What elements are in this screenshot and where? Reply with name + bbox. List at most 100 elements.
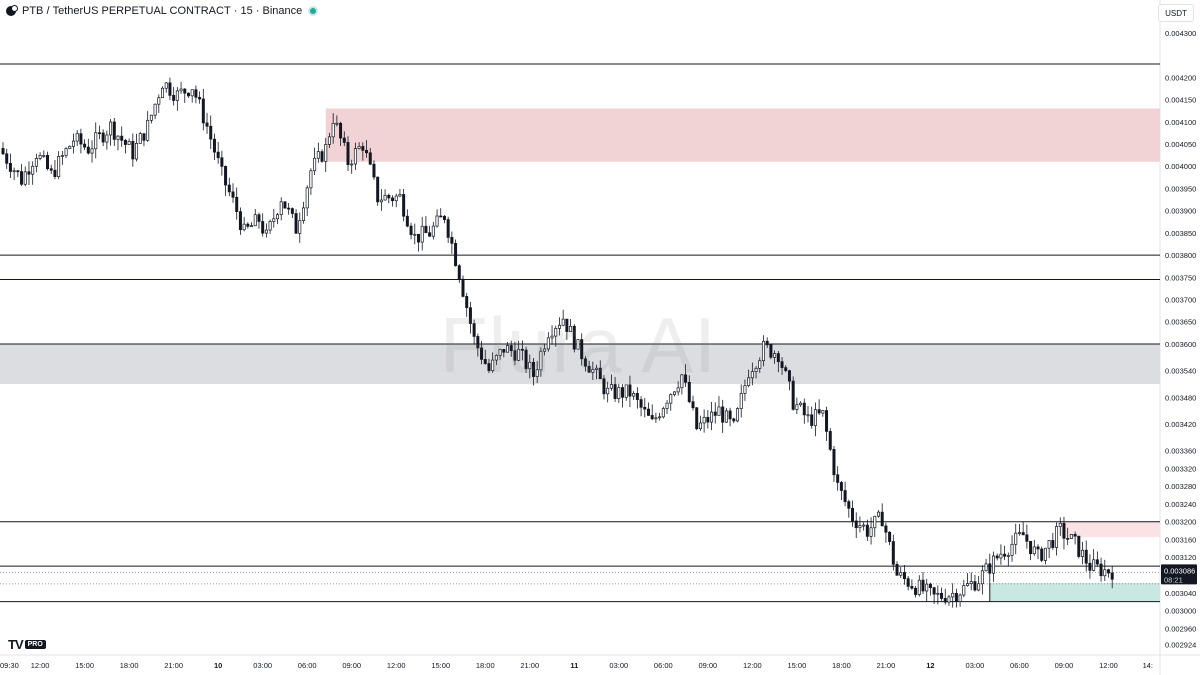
candle-body [246, 223, 250, 227]
candle-body [617, 387, 621, 399]
candle-body [910, 586, 914, 589]
price-tick-label: 0.003000 [1165, 607, 1196, 616]
candle-body [1021, 532, 1025, 536]
candle-body [487, 363, 491, 372]
candle-body [394, 195, 398, 202]
candle-body [153, 103, 157, 116]
candle-body [954, 592, 958, 602]
candle-body [212, 138, 216, 153]
price-tick-label: 0.003600 [1165, 340, 1196, 349]
candle-body [261, 221, 265, 234]
candle-body [591, 369, 595, 373]
candle-body [895, 563, 899, 576]
time-tick-label: 09:00 [342, 661, 361, 670]
candle-body [984, 563, 988, 572]
candle-body [747, 377, 751, 386]
time-tick-label: 09:00 [1055, 661, 1074, 670]
candle-body [810, 414, 814, 426]
bar-countdown-label: 08:21 [1164, 575, 1183, 584]
time-tick-label: 09:30 [0, 661, 19, 670]
candle-body [888, 531, 892, 542]
candle-body [94, 132, 98, 150]
candle-body [962, 585, 966, 596]
candle-body [654, 417, 658, 420]
candle-body [8, 162, 12, 172]
candle-body [209, 125, 213, 140]
candle-body [205, 122, 209, 127]
candle-body [472, 323, 476, 337]
time-tick-label: 06:00 [1010, 661, 1029, 670]
candle-body [294, 213, 298, 234]
price-tick-label: 0.003650 [1165, 318, 1196, 327]
candle-body [765, 340, 769, 346]
zone-0 [325, 108, 1160, 162]
candle-body [839, 482, 843, 491]
candle-body [806, 414, 810, 417]
candle-body [409, 225, 413, 235]
candle-body [1014, 532, 1018, 545]
price-tick-label: 0.002960 [1165, 624, 1196, 633]
price-tick-label: 0.003800 [1165, 251, 1196, 260]
price-tick-label: 0.004300 [1165, 29, 1196, 38]
price-tick-label: 0.003900 [1165, 207, 1196, 216]
candle-body [1058, 522, 1062, 527]
time-tick-label: 03:00 [253, 661, 272, 670]
time-tick-label: 03:00 [609, 661, 628, 670]
candle-body [227, 184, 231, 193]
candle-body [784, 367, 788, 371]
candle-body [914, 587, 918, 595]
price-tick-label: 0.003200 [1165, 518, 1196, 527]
candle-body [750, 371, 754, 379]
candle-body [164, 82, 168, 89]
watermark: Flura AI [440, 301, 717, 389]
candle-body [695, 407, 699, 430]
candle-body [231, 191, 235, 198]
candle-body [86, 146, 90, 154]
candle-body [754, 367, 758, 372]
candle-body [316, 151, 320, 159]
candle-body [483, 359, 487, 364]
time-tick-label: 10 [214, 661, 222, 670]
candle-body [817, 409, 821, 414]
candle-body [661, 408, 665, 418]
candle-body [509, 345, 513, 352]
candle-body [224, 166, 228, 186]
candle-body [402, 194, 406, 217]
candle-body [257, 214, 261, 222]
candle-body [980, 570, 984, 585]
candle-body [42, 154, 46, 157]
candle-body [880, 511, 884, 527]
candle-body [465, 296, 469, 309]
candle-body [632, 393, 636, 397]
tradingview-logo[interactable]: TV PRO [8, 637, 46, 652]
candle-body [491, 359, 495, 372]
candle-body [583, 358, 587, 367]
price-tick-label: 0.003850 [1165, 229, 1196, 238]
candle-body [899, 572, 903, 576]
candle-body [339, 122, 343, 139]
candle-body [580, 339, 584, 360]
candle-body [376, 176, 380, 203]
candle-body [120, 135, 124, 141]
candle-body [528, 361, 532, 370]
interval-label[interactable]: 15 [240, 5, 253, 17]
time-tick-label: 03:00 [966, 661, 985, 670]
currency-button[interactable]: USDT [1158, 4, 1194, 22]
candle-body [787, 370, 791, 382]
time-tick-label: 21:00 [877, 661, 896, 670]
candle-body [966, 583, 970, 586]
candle-body [157, 97, 161, 105]
candle-body [1040, 548, 1044, 561]
candle-body [543, 348, 547, 352]
price-tick-label: 0.003160 [1165, 535, 1196, 544]
candle-body [480, 347, 484, 360]
candle-body [446, 219, 450, 238]
symbol-name[interactable]: PTB [22, 5, 44, 17]
candle-body [276, 214, 280, 220]
candle-body [1077, 535, 1081, 557]
candle-body [624, 384, 628, 398]
candle-body [301, 207, 305, 221]
candle-body [828, 431, 832, 450]
candle-body [851, 507, 855, 522]
